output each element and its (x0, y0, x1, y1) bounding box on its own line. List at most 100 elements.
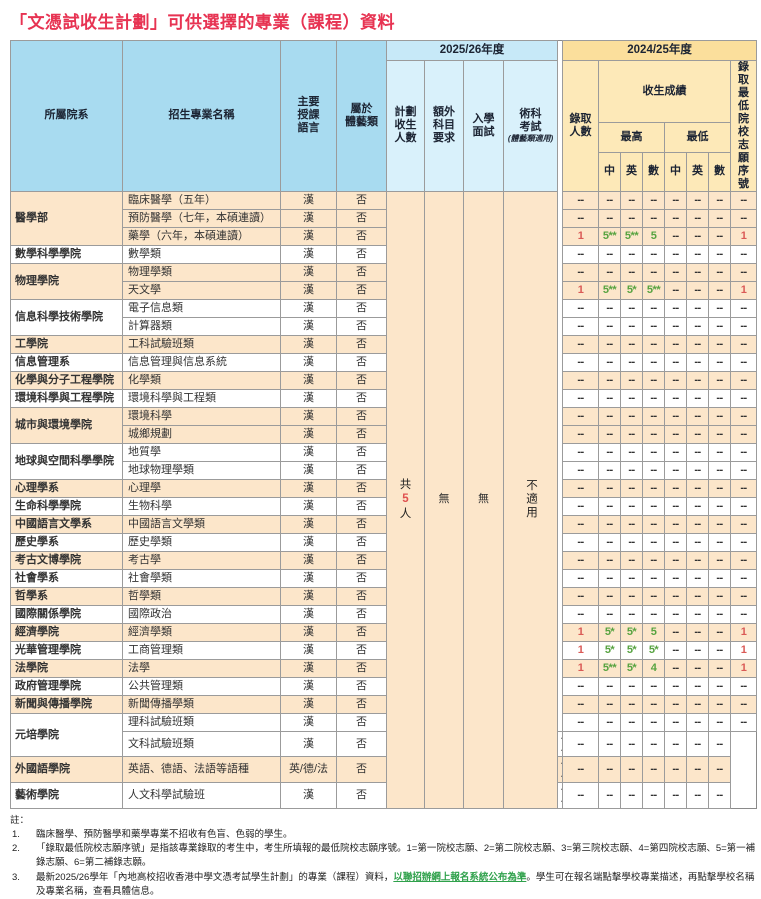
stat-value: -- (620, 550, 644, 570)
stat-value: -- (708, 568, 732, 588)
teaching-language: 漢 (280, 730, 337, 758)
stat-value: -- (664, 756, 688, 783)
stat-value: -- (686, 406, 710, 426)
stat-value: -- (562, 298, 600, 318)
stat-value: -- (620, 370, 644, 390)
program-name: 文科試驗班類 (122, 730, 281, 758)
stat-value: -- (708, 694, 732, 714)
program-name: 物理學類 (122, 262, 281, 282)
stat-value: -- (562, 550, 600, 570)
enrollment-system-link[interactable]: 以聯招辦網上報名系統公布為準 (393, 871, 527, 883)
teaching-language: 漢 (280, 298, 337, 318)
stat-value: -- (664, 262, 688, 282)
college-name: 歷史學系 (10, 532, 123, 552)
arts-sports-flag: 否 (336, 406, 387, 426)
footnote-text: 「錄取最低院校志願序號」是指該專業錄取的考生中，考生所填報的最低院校志願序號。1… (36, 843, 756, 869)
arts-sports-flag: 否 (336, 676, 387, 696)
table-row: 地球物理學類漢否 -- -- -- -- -- -- -- -- (11, 460, 758, 480)
stat-value: -- (598, 496, 622, 516)
stat-value: -- (598, 532, 622, 552)
program-name: 中國語言文學類 (122, 514, 281, 534)
stat-value: -- (686, 496, 710, 516)
header-practical-exam: 術科 考試 (體藝類適用) (502, 60, 559, 192)
stat-value: -- (664, 694, 688, 714)
table-row: 經濟學院 經濟學類漢否 1 5* 5* 5 -- -- -- 1 (10, 622, 758, 642)
stat-value: -- (708, 496, 732, 516)
header-chinese-low: 中 (664, 152, 688, 192)
arts-sports-flag: 否 (336, 316, 387, 336)
stat-value: -- (686, 756, 710, 783)
stat-value: -- (620, 208, 644, 228)
stat-value: -- (686, 244, 710, 264)
college-name: 社會學系 (10, 568, 123, 588)
stat-value: -- (664, 190, 688, 210)
stat-value: 1 (562, 226, 600, 246)
table-row: 預防醫學（七年，本碩連讀）漢否 -- -- -- -- -- -- -- -- (11, 208, 758, 228)
table-row: 化學與分子工程學院 化學類漢否 -- -- -- -- -- -- -- -- (10, 370, 758, 390)
teaching-language: 漢 (280, 550, 337, 570)
stat-value: -- (620, 334, 644, 354)
stat-value: -- (730, 370, 758, 390)
stat-value: -- (686, 280, 710, 300)
stat-value: -- (708, 622, 732, 642)
program-name: 電子信息類 (122, 298, 281, 318)
arts-sports-flag: 否 (336, 334, 387, 354)
college-name: 環境科學與工程學院 (10, 388, 123, 408)
stat-value: -- (708, 514, 732, 534)
program-name: 藥學（六年，本碩連讀） (122, 226, 281, 246)
college-name: 數學科學學院 (10, 244, 123, 264)
footnote-1: 1. 臨床醫學、預防醫學和藥學專業不招收有色盲、色弱的學生。 (10, 828, 757, 842)
teaching-language: 漢 (280, 460, 337, 480)
program-name: 地球物理學類 (122, 460, 281, 480)
arts-sports-flag: 否 (336, 622, 387, 642)
stat-value: 5** (642, 280, 666, 300)
stat-value: -- (620, 712, 644, 732)
program-name: 環境科學與工程類 (122, 388, 281, 408)
college-name: 哲學系 (10, 586, 123, 606)
stat-value: -- (620, 478, 644, 498)
arts-sports-flag: 否 (336, 781, 387, 809)
stat-value: -- (598, 730, 622, 758)
stat-value: -- (708, 550, 732, 570)
stat-value: -- (642, 514, 666, 534)
stat-value: -- (664, 280, 688, 300)
table-row: 環境科學與工程學院 環境科學與工程類漢否 -- -- -- -- -- -- -- -- (10, 388, 758, 408)
arts-sports-flag: 否 (336, 712, 387, 732)
stat-value: -- (708, 712, 732, 732)
stat-value: 4 (642, 658, 666, 678)
footnote-text: 最新2025/26學年「內地高校招收香港中學文憑考試學生計劃」的專業（課程）資料… (36, 871, 757, 899)
arts-sports-flag: 否 (336, 550, 387, 570)
program-name: 環境科學 (122, 406, 281, 426)
footnote-text: 臨床醫學、預防醫學和藥學專業不招收有色盲、色弱的學生。 (36, 828, 293, 840)
stat-value: 1 (562, 640, 600, 660)
program-name: 理科試驗班類 (122, 712, 281, 732)
header-year-2024-25: 2024/25年度 (562, 40, 758, 61)
stat-value: -- (562, 694, 600, 714)
table-row: 新聞與傳播學院 新聞傳播學類漢否 -- -- -- -- -- -- -- -- (10, 694, 758, 714)
program-name: 新聞傳播學類 (122, 694, 281, 714)
arts-sports-flag: 否 (336, 756, 387, 783)
arts-sports-flag: 否 (336, 640, 387, 660)
stat-value: -- (562, 244, 600, 264)
stat-value: 5* (620, 658, 644, 678)
header-lowest: 最低 (664, 121, 732, 154)
teaching-language: 漢 (280, 514, 337, 534)
stat-value: -- (730, 388, 758, 408)
program-name: 國際政治 (122, 604, 281, 624)
teaching-language: 漢 (280, 586, 337, 606)
stat-value: 5 (642, 622, 666, 642)
stat-value: -- (620, 586, 644, 606)
stat-value: -- (598, 352, 622, 372)
program-name: 預防醫學（七年，本碩連讀） (122, 208, 281, 228)
stat-value: 1 (730, 226, 758, 246)
stat-value: -- (708, 262, 732, 282)
stat-value: -- (686, 388, 710, 408)
stat-value: -- (562, 730, 600, 758)
program-name: 天文學 (122, 280, 281, 300)
table-row: 考古文博學院 考古學漢否 -- -- -- -- -- -- -- -- (10, 550, 758, 570)
stat-value: -- (686, 532, 710, 552)
arts-sports-flag: 否 (336, 730, 387, 758)
stat-value: -- (708, 442, 732, 462)
